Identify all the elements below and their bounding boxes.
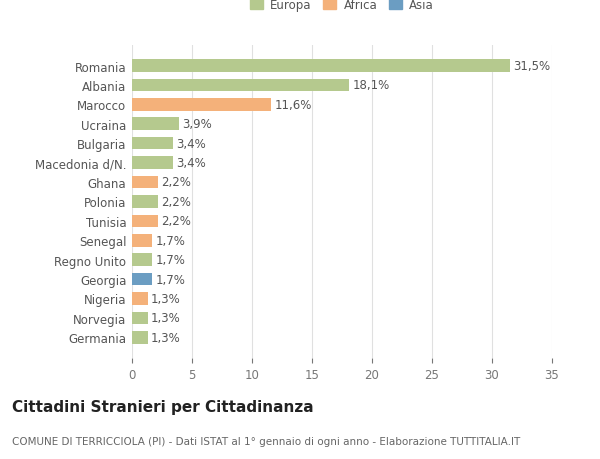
Bar: [132, 118, 179, 131]
Bar: [132, 196, 158, 208]
Text: 2,2%: 2,2%: [161, 215, 191, 228]
Text: 2,2%: 2,2%: [161, 176, 191, 189]
Bar: [132, 331, 148, 344]
Bar: [132, 235, 152, 247]
Text: Cittadini Stranieri per Cittadinanza: Cittadini Stranieri per Cittadinanza: [12, 399, 314, 414]
Text: 2,2%: 2,2%: [161, 196, 191, 208]
Bar: [132, 292, 148, 305]
Text: 31,5%: 31,5%: [513, 60, 550, 73]
Legend: Europa, Africa, Asia: Europa, Africa, Asia: [247, 0, 437, 16]
Text: 18,1%: 18,1%: [352, 79, 389, 92]
Bar: [132, 60, 510, 73]
Text: 3,4%: 3,4%: [176, 157, 206, 170]
Bar: [132, 138, 173, 150]
Text: COMUNE DI TERRICCIOLA (PI) - Dati ISTAT al 1° gennaio di ogni anno - Elaborazion: COMUNE DI TERRICCIOLA (PI) - Dati ISTAT …: [12, 436, 520, 446]
Bar: [132, 312, 148, 325]
Text: 1,7%: 1,7%: [155, 234, 185, 247]
Bar: [132, 79, 349, 92]
Bar: [132, 215, 158, 228]
Text: 11,6%: 11,6%: [274, 99, 311, 112]
Text: 1,3%: 1,3%: [151, 292, 181, 305]
Text: 1,3%: 1,3%: [151, 312, 181, 325]
Bar: [132, 273, 152, 286]
Bar: [132, 99, 271, 112]
Text: 3,9%: 3,9%: [182, 118, 212, 131]
Text: 1,7%: 1,7%: [155, 253, 185, 267]
Bar: [132, 157, 173, 169]
Text: 1,7%: 1,7%: [155, 273, 185, 286]
Text: 1,3%: 1,3%: [151, 331, 181, 344]
Bar: [132, 254, 152, 266]
Bar: [132, 176, 158, 189]
Text: 3,4%: 3,4%: [176, 137, 206, 151]
